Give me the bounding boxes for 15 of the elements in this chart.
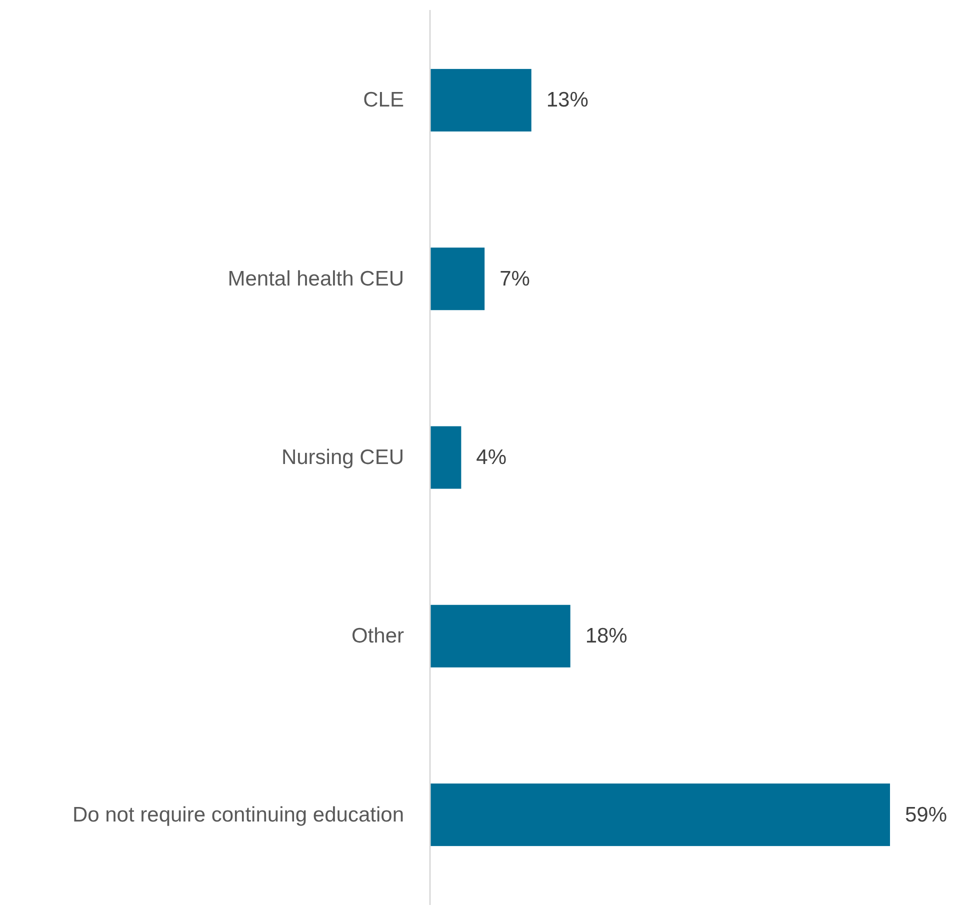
bar [430,248,485,310]
y-tick-label: CLE [363,88,404,112]
bar [430,68,532,132]
y-tick-label: Nursing CEU [281,446,404,469]
bar [430,426,462,489]
y-tick-label: Do not require continuing education [72,803,404,826]
data-label: 13% [546,88,588,112]
bar [430,784,890,846]
data-label: 59% [905,803,948,826]
y-tick-label: Other [351,624,404,648]
data-label: 7% [500,267,530,290]
y-tick-label: Mental health CEU [228,267,404,290]
data-label: 18% [585,624,628,648]
data-label: 4% [476,446,507,469]
bar [430,604,570,668]
